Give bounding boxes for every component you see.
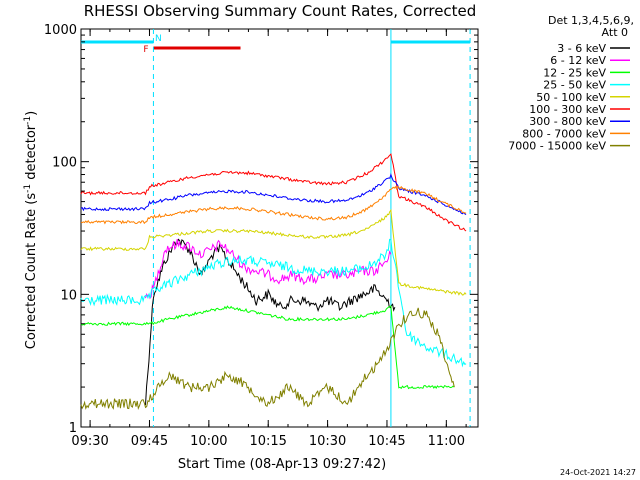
x-tick-label: 10:15 — [249, 434, 286, 449]
flags-layer: NF — [81, 29, 471, 427]
legend-title-line-1: Det 1,3,4,5,6,9, — [548, 14, 634, 27]
legend-label: 3 - 6 keV — [557, 42, 606, 55]
series-line — [145, 238, 396, 406]
series-line — [80, 172, 467, 215]
plot-frame — [80, 28, 479, 428]
flag-label: F — [143, 45, 148, 55]
y-tick-label: 100 — [52, 156, 77, 171]
timestamp: 24-Oct-2021 14:27 — [560, 468, 636, 477]
x-tick-label: 11:00 — [428, 434, 465, 449]
legend-label: 12 - 25 keV — [543, 66, 606, 79]
legend-label: 25 - 50 keV — [543, 79, 606, 92]
series-line — [80, 185, 467, 225]
y-axis-label-sup1: -1 — [23, 184, 33, 193]
series-line — [80, 208, 467, 296]
x-axis-ticks: 09:30 09:45 10:00 10:15 10:30 10:45 11:00 — [71, 29, 467, 449]
series-layer — [80, 153, 467, 411]
series-line — [80, 153, 467, 232]
series-line — [80, 238, 467, 368]
x-axis-label: Start Time (08-Apr-13 09:27:42) — [178, 457, 386, 472]
y-axis-label: Corrected Count Rate (s-1 detector-1) — [23, 111, 39, 349]
chart-title: RHESSI Observing Summary Count Rates, Co… — [84, 2, 477, 20]
legend-title-line-2: Att 0 — [602, 26, 628, 39]
y-axis-label-sup2: -1 — [23, 116, 33, 125]
x-tick-label: 10:00 — [190, 434, 227, 449]
y-axis-label-mid: detector — [24, 124, 39, 184]
x-tick-label: 10:45 — [368, 434, 405, 449]
y-axis-label-end: ) — [24, 111, 39, 116]
x-tick-label: 10:30 — [309, 434, 346, 449]
y-axis-ticks: 1 10 100 1000 — [44, 23, 478, 436]
series-line — [145, 239, 392, 300]
legend-label: 800 - 7000 keV — [522, 127, 606, 140]
legend-label: 6 - 12 keV — [550, 54, 606, 67]
y-axis-label-main: Corrected Count Rate (s — [24, 193, 39, 350]
plot-area: NF 09:30 09:45 10:00 10:15 10:30 10:45 11:00 1… — [44, 23, 479, 449]
series-line — [80, 307, 455, 411]
y-tick-label: 10 — [60, 288, 77, 303]
series-line — [80, 305, 455, 390]
x-tick-label: 09:30 — [71, 434, 108, 449]
y-tick-label: 1000 — [44, 23, 77, 38]
y-tick-label: 1 — [69, 421, 77, 436]
flag-label: N — [155, 34, 162, 44]
legend-label: 300 - 800 keV — [529, 115, 606, 128]
legend-label: 7000 - 15000 keV — [508, 140, 606, 153]
legend-label: 100 - 300 keV — [529, 103, 606, 116]
legend-label: 50 - 100 keV — [536, 91, 606, 104]
x-tick-label: 09:45 — [131, 434, 168, 449]
